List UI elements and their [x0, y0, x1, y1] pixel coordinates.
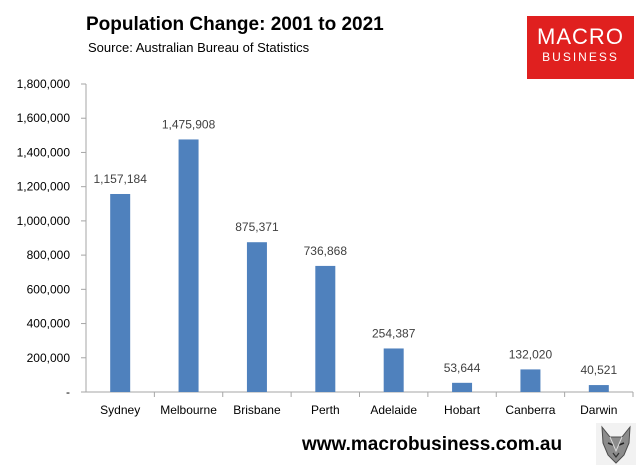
- data-label: 875,371: [235, 220, 279, 234]
- bar-brisbane: [246, 242, 267, 392]
- y-tick-label: 1,800,000: [17, 77, 71, 91]
- x-tick-label: Melbourne: [160, 403, 217, 417]
- y-tick-label: 1,400,000: [17, 145, 71, 159]
- y-tick-label: 200,000: [27, 351, 71, 365]
- y-tick-label: -: [66, 385, 70, 399]
- website-url[interactable]: www.macrobusiness.com.au: [302, 434, 563, 455]
- y-tick-label: 800,000: [27, 248, 71, 262]
- chart-subtitle: Source: Australian Bureau of Statistics: [88, 40, 310, 55]
- bar-canberra: [520, 369, 541, 392]
- x-tick-label: Darwin: [580, 403, 617, 417]
- x-tick-label: Brisbane: [233, 403, 281, 417]
- x-tick-label: Sydney: [100, 403, 140, 417]
- data-label: 254,387: [372, 326, 416, 340]
- macrobusiness-logo: MACRO BUSINESS: [527, 16, 634, 79]
- data-label: 53,644: [444, 361, 481, 375]
- data-label: 40,521: [580, 363, 617, 377]
- x-tick-label: Hobart: [444, 403, 481, 417]
- bar-darwin: [588, 385, 609, 392]
- data-label: 736,868: [304, 244, 348, 258]
- x-tick-label: Perth: [311, 403, 340, 417]
- data-label: 132,020: [509, 347, 553, 361]
- y-tick-label: 1,000,000: [17, 214, 71, 228]
- bar-melbourne: [178, 139, 199, 392]
- x-tick-label: Adelaide: [370, 403, 417, 417]
- chart-title: Population Change: 2001 to 2021: [86, 14, 384, 35]
- y-tick-label: 600,000: [27, 282, 71, 296]
- bar-perth: [315, 265, 336, 392]
- y-tick-label: 1,200,000: [17, 180, 71, 194]
- value-labels: 1,157,184 1,475,908 875,371 736,868 254,387 5…: [93, 117, 617, 377]
- x-axis: Sydney Melbourne Brisbane Perth Adelaide Hoba…: [86, 391, 634, 417]
- logo-text-macro: MACRO: [537, 24, 624, 49]
- bar-sydney: [110, 193, 131, 392]
- data-label: 1,475,908: [162, 117, 216, 131]
- y-tick-label: 400,000: [27, 317, 71, 331]
- bar-hobart: [452, 382, 473, 392]
- bars: [110, 139, 609, 392]
- data-label: 1,157,184: [93, 172, 147, 186]
- bar-adelaide: [383, 348, 404, 392]
- y-tick-label: 1,600,000: [17, 111, 71, 125]
- logo-text-business: BUSINESS: [542, 50, 619, 64]
- x-tick-label: Canberra: [505, 403, 555, 417]
- wolf-head-icon: [596, 423, 636, 465]
- y-axis: - 200,000 400,000 600,000 800,000 1,000,000 1,…: [17, 77, 87, 399]
